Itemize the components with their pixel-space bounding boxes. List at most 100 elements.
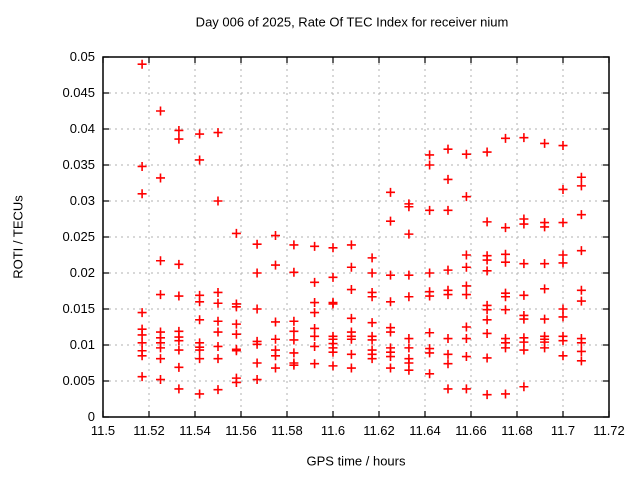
data-point-marker [443,265,453,275]
data-point-marker [156,256,165,266]
data-point-marker [252,358,262,368]
data-point-marker [310,331,320,341]
data-point-marker [174,362,184,372]
data-point-marker [252,268,262,278]
x-axis-label: GPS time / hours [306,453,406,469]
data-point-marker [195,155,205,165]
data-point-marker [137,338,147,348]
data-point-marker [386,216,395,226]
data-point-marker [519,219,529,229]
data-point-marker [461,334,471,344]
data-point-marker [346,313,356,323]
data-point-marker [367,292,377,302]
x-tick-label: 11.54 [179,423,211,438]
data-point-marker [346,262,356,272]
data-point-marker [289,348,299,358]
data-point-marker [137,372,147,382]
data-point-marker [195,129,205,139]
data-point-marker [310,323,320,333]
data-point-marker [271,334,280,344]
data-point-marker [252,239,262,249]
data-point-marker [386,297,395,307]
data-point-marker [328,272,338,282]
data-point-marker [404,292,414,302]
data-point-marker [443,174,453,184]
data-point-marker [213,327,223,337]
data-point-marker [174,259,184,269]
data-point-marker [328,299,338,309]
data-point-marker [271,351,280,361]
data-point-marker [213,196,223,206]
data-point-marker [346,349,356,359]
data-point-marker [328,361,338,371]
data-point-marker [576,296,586,306]
x-tick-label: 11.52 [133,423,165,438]
data-point-marker [195,345,205,355]
data-point-marker [425,291,435,301]
y-tick-label: 0.04 [70,121,95,136]
chart-title: Day 006 of 2025, Rate Of TEC Index for r… [195,14,509,30]
data-point-marker [540,343,550,353]
data-point-marker [310,277,320,287]
data-point-marker [137,161,147,171]
data-point-marker [461,322,471,332]
data-point-marker [558,336,568,346]
data-point-marker [156,173,165,183]
data-point-marker [404,229,414,239]
data-point-marker [404,365,414,375]
data-point-marker [558,312,568,322]
data-point-marker [231,346,241,356]
data-point-marker [137,330,147,340]
y-tick-label: 0.045 [62,85,95,100]
data-point-marker [367,318,377,328]
data-point-marker [386,270,395,280]
data-point-marker [501,343,510,353]
data-point-marker [310,241,320,251]
data-point-marker [174,336,184,346]
data-point-marker [558,184,568,194]
data-point-marker [137,308,147,318]
data-point-marker [386,363,395,373]
data-point-marker [558,351,568,361]
data-point-marker [174,345,184,355]
data-point-marker [174,125,184,135]
data-point-marker [156,343,165,353]
data-point-marker [213,385,223,395]
data-point-marker [519,345,529,355]
data-point-marker [310,308,320,318]
data-point-marker [461,262,471,272]
data-point-marker [252,339,262,349]
data-point-marker [482,266,492,276]
data-point-marker [346,363,356,373]
data-point-marker [540,284,550,294]
data-point-marker [576,210,586,220]
data-point-marker [289,326,299,336]
data-point-marker [443,349,453,359]
data-point-marker [576,181,586,191]
data-point-marker [328,243,338,253]
y-tick-label: 0 [88,409,95,424]
y-tick-label: 0.015 [62,301,95,316]
data-point-marker [289,316,299,326]
data-point-marker [231,319,241,329]
data-point-marker [519,290,529,300]
data-point-marker [501,305,510,315]
data-point-marker [443,334,453,344]
data-point-marker [310,341,320,351]
data-point-marker [231,302,241,312]
x-tick-label: 11.56 [225,423,257,438]
data-point-marker [174,384,184,394]
data-point-marker [289,240,299,250]
data-point-marker [540,138,550,148]
data-point-marker [425,369,435,379]
data-point-marker [461,192,471,202]
data-point-marker [443,290,453,300]
y-tick-label: 0.035 [62,157,95,172]
data-point-marker [213,354,223,364]
y-tick-label: 0.01 [70,337,95,352]
data-point-marker [540,259,550,269]
data-point-marker [137,189,147,199]
data-point-marker [231,228,241,238]
data-point-marker [367,268,377,278]
data-point-marker [482,328,492,338]
